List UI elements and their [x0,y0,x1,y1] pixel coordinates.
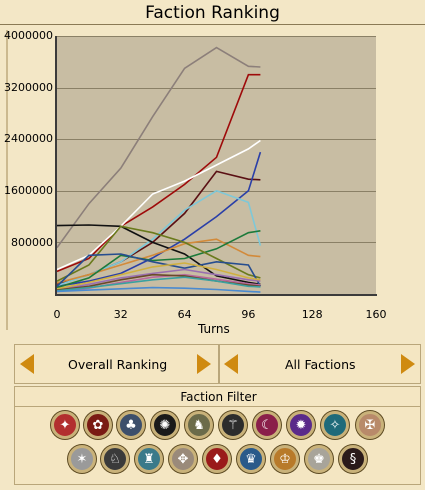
ranking-line-chart [57,46,262,293]
faction-scope-label: All Factions [285,357,356,372]
faction-filter-title: Faction Filter [180,390,257,404]
title-divider [0,24,425,25]
faction-14-emblem-icon[interactable]: ✥ [169,445,197,473]
window-title: Faction Ranking [145,3,280,23]
faction-filter-panel: Faction Filter ✦ ✿ ♣ ✺ ♞ ⚚ ☾ ✹ ✧ ✠ ✶ ♘ ♜ ✥ ♦ ♛ ♔ ♚ § [14,386,421,485]
gridline [57,242,376,244]
x-tick-label: 0 [53,308,61,321]
series-line-4 [57,170,261,286]
x-tick-label: 96 [241,308,256,321]
series-line-17 [57,286,261,293]
series-line-3 [57,139,261,271]
faction-18-emblem-icon[interactable]: ♚ [305,445,333,473]
series-line-2 [57,73,261,273]
series-line-10 [57,225,261,282]
y-tick-label: 1600000 [4,184,53,197]
faction-15-emblem-icon[interactable]: ♦ [203,445,231,473]
faction-17-emblem-icon[interactable]: ♔ [271,445,299,473]
series-line-12 [57,268,261,291]
faction-7-emblem-icon[interactable]: ☾ [253,411,281,439]
x-tick-label: 160 [365,308,387,321]
next-ranking-arrow-icon[interactable] [197,354,211,374]
faction-1-emblem-icon[interactable]: ✦ [51,411,79,439]
prev-ranking-arrow-icon[interactable] [20,354,34,374]
faction-9-emblem-icon[interactable]: ✧ [321,411,349,439]
faction-10-emblem-icon[interactable]: ✠ [356,411,384,439]
left-border [6,30,8,330]
series-line-15 [57,273,261,291]
ranking-type-label: Overall Ranking [68,357,168,372]
y-tick-label: 800000 [11,236,53,249]
series-line-8 [57,238,261,284]
faction-3-emblem-icon[interactable]: ♣ [117,411,145,439]
series-line-1 [57,46,261,249]
x-axis-label: Turns [198,322,230,336]
faction-19-emblem-icon[interactable]: § [339,445,367,473]
prev-faction-arrow-icon[interactable] [224,354,238,374]
selector-divider [218,344,220,384]
gridline [57,36,376,37]
y-tick-label: 4000000 [4,29,53,42]
y-axis [55,36,57,296]
x-tick-label: 128 [301,308,323,321]
faction-6-emblem-icon[interactable]: ⚚ [219,411,247,439]
faction-8-emblem-icon[interactable]: ✹ [287,411,315,439]
next-faction-arrow-icon[interactable] [401,354,415,374]
gridline [57,139,376,141]
series-line-14 [57,262,261,290]
series-line-7 [57,224,261,286]
x-axis [55,294,377,296]
faction-12-emblem-icon[interactable]: ♘ [101,445,129,473]
filter-divider [15,406,420,407]
faction-16-emblem-icon[interactable]: ♛ [237,445,265,473]
faction-5-emblem-icon[interactable]: ♞ [185,411,213,439]
series-line-9 [57,230,261,289]
faction-4-emblem-icon[interactable]: ✺ [151,411,179,439]
faction-2-emblem-icon[interactable]: ✿ [84,411,112,439]
x-tick-label: 64 [177,308,192,321]
gridline [57,87,376,89]
series-line-16 [57,276,261,292]
y-tick-label: 2400000 [4,132,53,145]
y-tick-label: 3200000 [4,81,53,94]
x-tick-label: 32 [113,308,128,321]
faction-11-emblem-icon[interactable]: ✶ [68,445,96,473]
ranking-selector-bar [14,344,421,384]
faction-13-emblem-icon[interactable]: ♜ [135,445,163,473]
